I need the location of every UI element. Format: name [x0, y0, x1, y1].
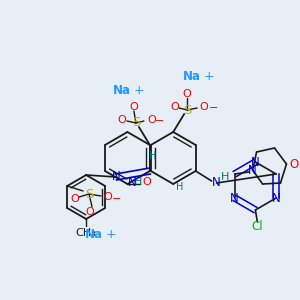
Text: −: −	[155, 116, 164, 126]
Text: +: +	[106, 227, 116, 241]
Text: S: S	[85, 188, 93, 200]
Text: N: N	[251, 155, 260, 169]
Text: O: O	[200, 102, 208, 112]
Text: N: N	[230, 191, 239, 205]
Text: O: O	[71, 194, 80, 204]
Text: O: O	[118, 115, 126, 125]
Text: O: O	[148, 115, 156, 125]
Text: O: O	[103, 192, 112, 202]
Text: N: N	[112, 170, 120, 184]
Text: O: O	[183, 89, 191, 99]
Text: N: N	[272, 191, 280, 205]
Text: N: N	[128, 176, 136, 190]
Text: +: +	[204, 70, 214, 83]
Text: O: O	[86, 207, 94, 217]
Text: +: +	[134, 83, 144, 97]
Text: H: H	[221, 172, 230, 182]
Text: O: O	[142, 177, 151, 187]
Text: O: O	[171, 102, 180, 112]
Text: S: S	[132, 116, 140, 130]
Text: H: H	[176, 182, 183, 192]
Text: −: −	[112, 194, 122, 204]
Text: −: −	[208, 103, 218, 113]
Text: CH₃: CH₃	[76, 228, 97, 238]
Text: H: H	[134, 177, 142, 187]
Text: Cl: Cl	[252, 220, 263, 232]
Text: O: O	[290, 158, 299, 170]
Text: O: O	[130, 102, 138, 112]
Text: Na: Na	[183, 70, 201, 83]
Text: Na: Na	[113, 83, 131, 97]
Text: S: S	[183, 103, 191, 116]
Text: N: N	[212, 176, 221, 190]
Text: Na: Na	[85, 227, 103, 241]
Text: N: N	[248, 164, 257, 176]
Text: H: H	[148, 151, 156, 161]
